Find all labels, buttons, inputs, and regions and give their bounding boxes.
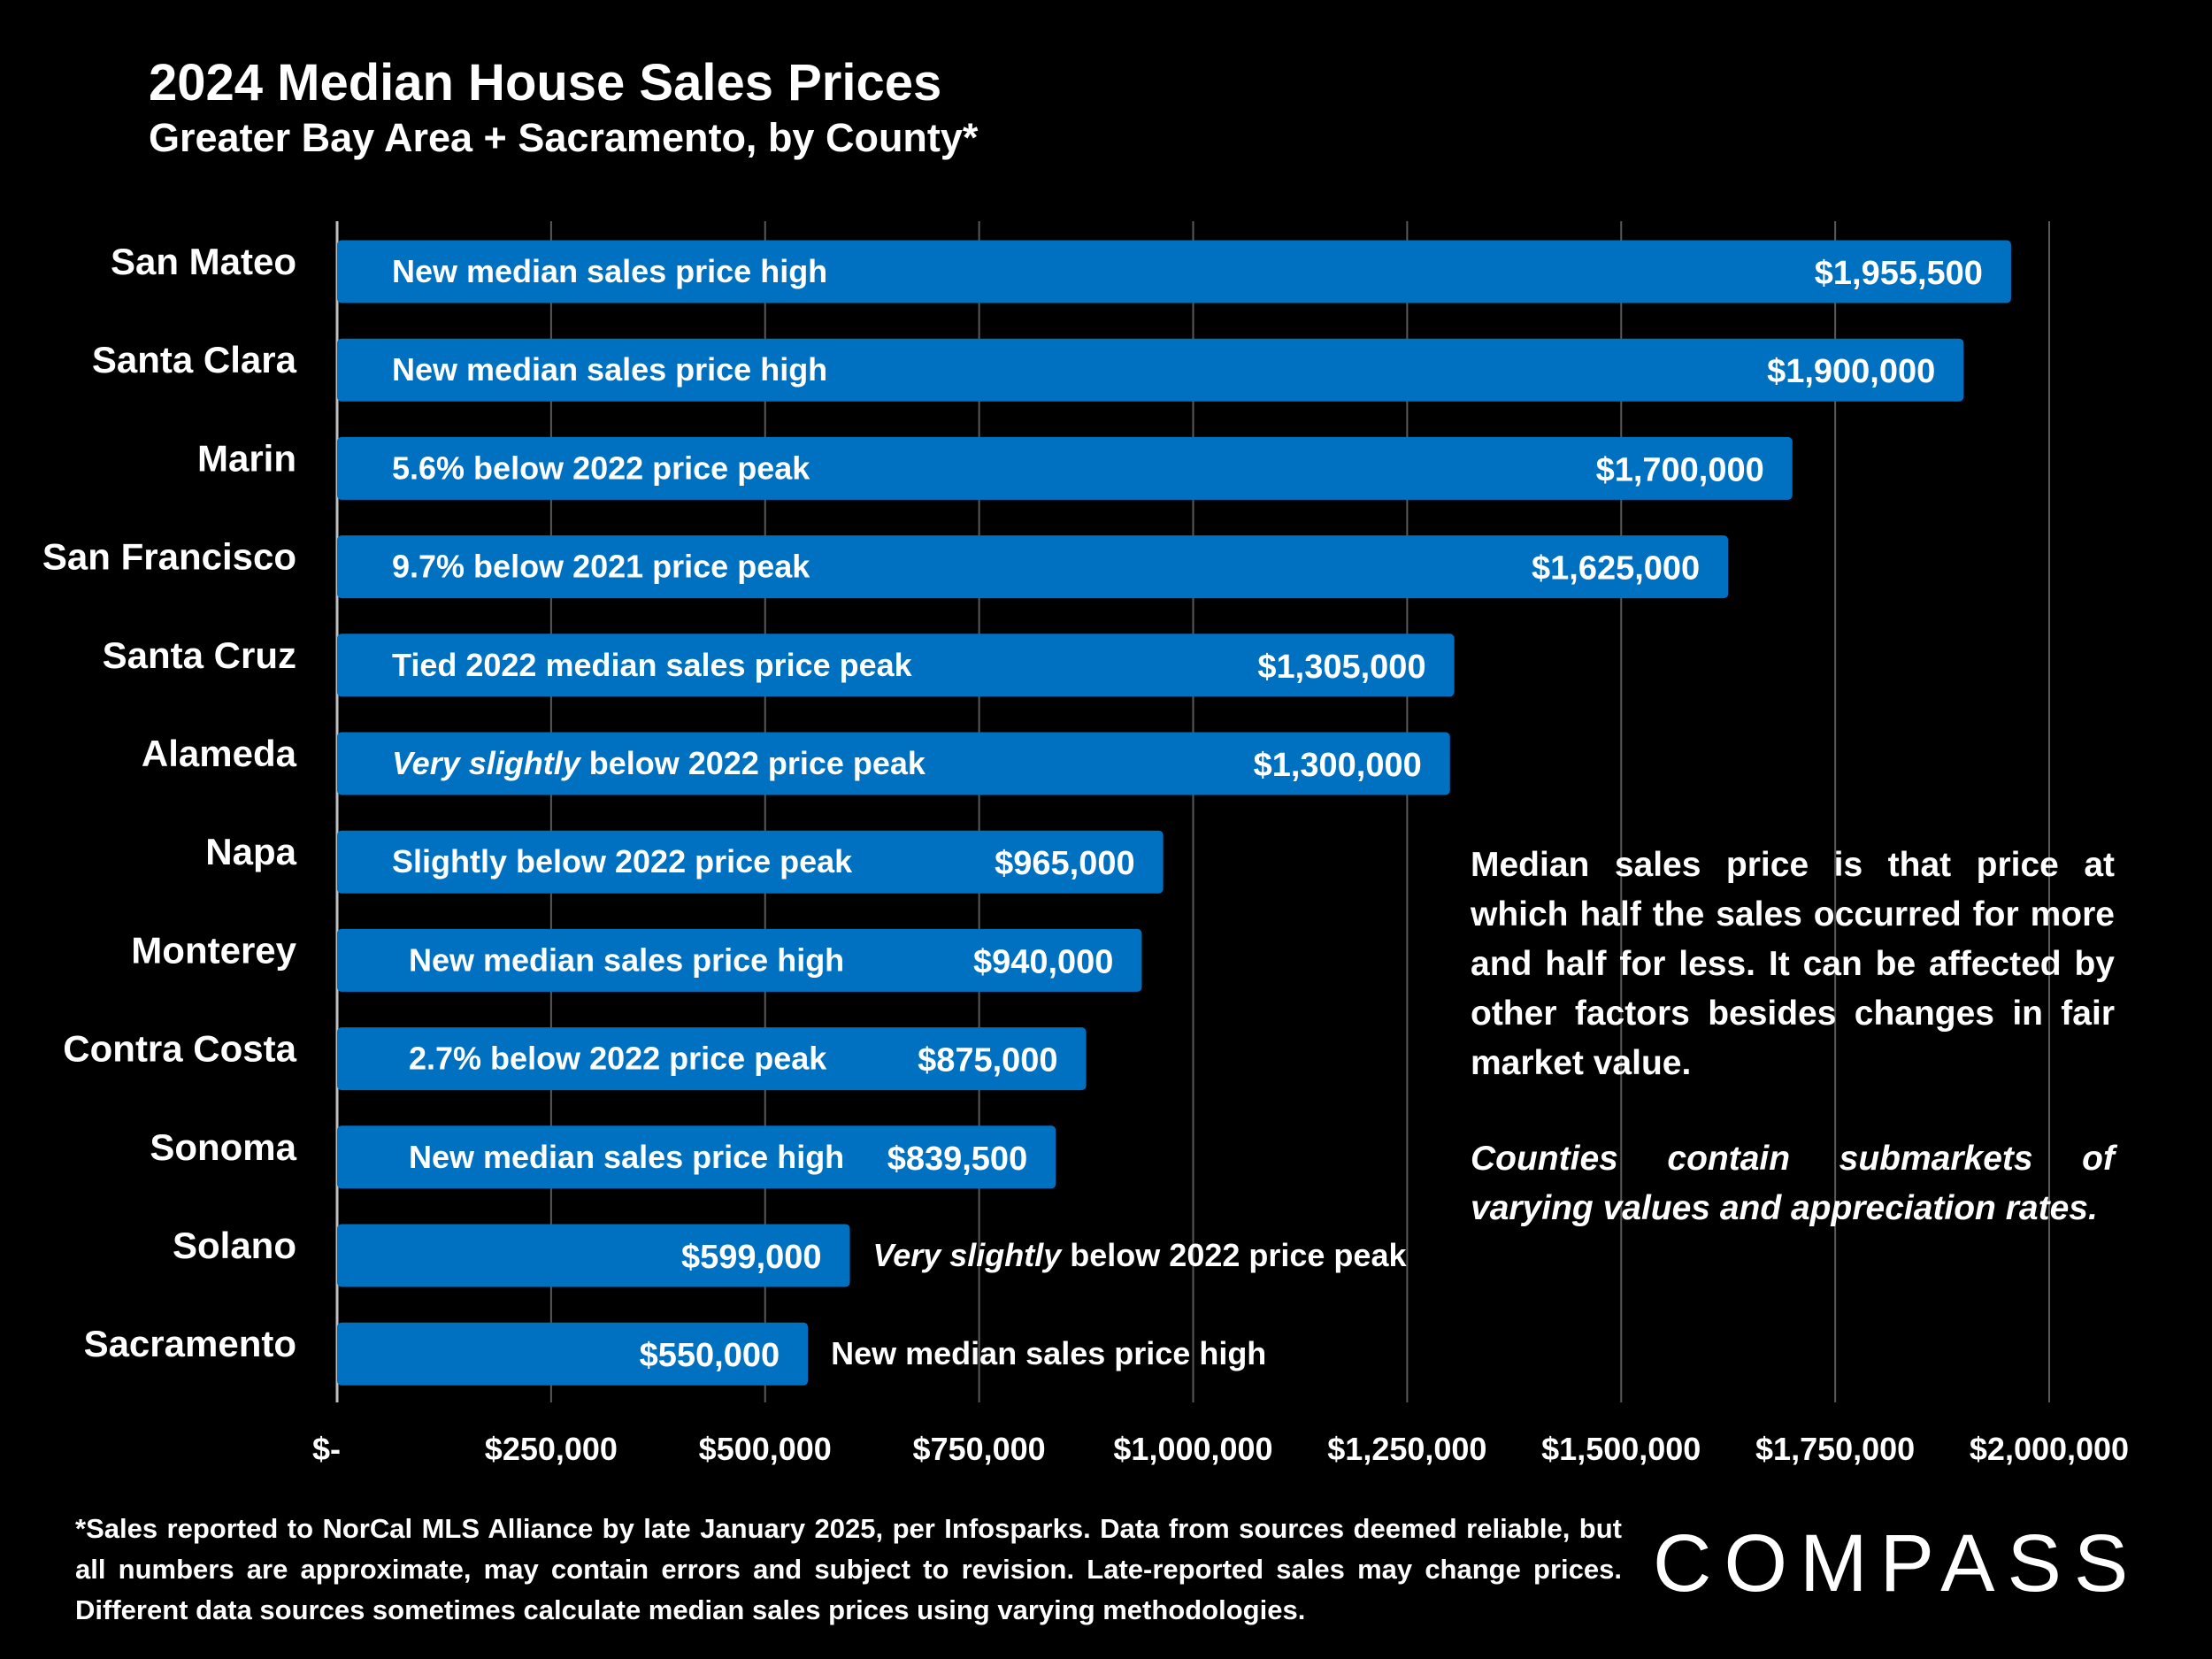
bar <box>337 928 1142 992</box>
annotation-text: New median sales price high <box>392 351 827 388</box>
bar <box>337 634 1455 697</box>
bar <box>337 1125 1056 1189</box>
annotation-text: 2.7% below 2022 price peak <box>409 1041 827 1077</box>
bar <box>337 1027 1087 1091</box>
counties-note-text: Counties contain submarkets of varying v… <box>1471 1140 2115 1227</box>
category-label: Santa Cruz <box>103 634 296 676</box>
median-definition-text: Median sales price is that price at whic… <box>1471 846 2115 1082</box>
tick-label: $250,000 <box>485 1431 618 1467</box>
x-axis-ticks: $- $250,000 $500,000 $750,000 $1,000,000 $1,2… <box>312 1431 2129 1467</box>
annotation-text: below 2022 price peak <box>1061 1237 1407 1273</box>
category-label: Contra Costa <box>63 1028 296 1070</box>
footnote: *Sales reported to NorCal MLS Alliance b… <box>75 1513 1622 1625</box>
annotation-label: 9.7% below 2021 price peak <box>392 549 810 585</box>
category-labels: San Mateo Santa Clara Marin San Francisco Sa… <box>42 241 297 1364</box>
bar <box>337 240 2011 303</box>
annotation-label: New median sales price high <box>392 253 827 289</box>
annotation-text: New median sales price high <box>392 253 827 289</box>
bar <box>337 1224 850 1287</box>
bar-chart: $1,955,500 New median sales price high $1,… <box>42 221 2129 1467</box>
grid-lines <box>335 221 2050 1402</box>
tick-label: $1,500,000 <box>1541 1431 1701 1467</box>
annotation-text: New median sales price high <box>409 1139 844 1175</box>
category-label: Napa <box>205 831 296 872</box>
tick-label: $500,000 <box>699 1431 832 1467</box>
bar <box>337 1322 809 1386</box>
category-label: Sacramento <box>84 1323 296 1364</box>
value-label: $940,000 <box>973 943 1114 980</box>
tick-label: $750,000 <box>913 1431 1046 1467</box>
category-label: Sonoma <box>150 1126 296 1168</box>
tick-label: $- <box>312 1431 341 1467</box>
median-definition-note: Median sales price is that price at whic… <box>1471 841 2115 1233</box>
annotation-text: Tied 2022 median sales price peak <box>392 647 913 683</box>
value-label: $965,000 <box>995 845 1135 882</box>
annotation-label: Very slightly below 2022 price peak <box>392 745 926 781</box>
value-label: $1,700,000 <box>1596 451 1764 488</box>
annotation-label: New median sales price high <box>831 1335 1266 1371</box>
tick-label: $2,000,000 <box>1970 1431 2129 1467</box>
value-label: $1,900,000 <box>1767 353 1935 390</box>
annotation-label: New median sales price high <box>392 351 827 388</box>
tick-label: $1,250,000 <box>1327 1431 1486 1467</box>
value-label: $599,000 <box>681 1239 822 1276</box>
annotation-label: New median sales price high <box>409 941 844 978</box>
category-label: San Mateo <box>111 241 296 282</box>
compass-logo: COMPASS <box>1653 1518 2141 1609</box>
category-label: Marin <box>197 437 296 479</box>
annotation-label: Very slightly below 2022 price peak <box>873 1237 1408 1273</box>
value-label: $550,000 <box>640 1337 780 1374</box>
bar <box>337 338 1964 402</box>
category-label: Alameda <box>142 733 297 774</box>
value-label: $1,300,000 <box>1254 747 1422 784</box>
value-label: $1,305,000 <box>1257 649 1425 686</box>
annotation-emphasis: Very slightly <box>873 1237 1064 1273</box>
annotation-text: Slightly below 2022 price peak <box>392 843 853 879</box>
annotation-text: 5.6% below 2022 price peak <box>392 449 810 486</box>
annotation-text: New median sales price high <box>409 941 844 978</box>
category-label: San Francisco <box>42 536 296 578</box>
value-label: $1,625,000 <box>1532 550 1700 588</box>
bars: $1,955,500 New median sales price high $1,… <box>337 240 2011 1386</box>
value-label: $839,500 <box>887 1141 1028 1178</box>
annotation-text: New median sales price high <box>831 1335 1266 1371</box>
annotation-label: 2.7% below 2022 price peak <box>409 1041 827 1077</box>
bar <box>337 830 1164 894</box>
category-label: Monterey <box>131 929 296 971</box>
category-label: Santa Clara <box>92 339 297 380</box>
annotation-label: Slightly below 2022 price peak <box>392 843 853 879</box>
tick-label: $1,000,000 <box>1113 1431 1272 1467</box>
category-label: Solano <box>173 1225 296 1266</box>
bar <box>337 535 1729 599</box>
annotation-emphasis: Very slightly <box>392 745 582 781</box>
annotation-label: New median sales price high <box>409 1139 844 1175</box>
annotation-text: 9.7% below 2021 price peak <box>392 549 810 585</box>
chart-subtitle: Greater Bay Area + Sacramento, by County… <box>149 115 979 160</box>
annotation-label: Tied 2022 median sales price peak <box>392 647 913 683</box>
bar <box>337 436 1793 500</box>
annotation-label: 5.6% below 2022 price peak <box>392 449 810 486</box>
chart-title: 2024 Median House Sales Prices <box>149 54 942 111</box>
value-label: $1,955,500 <box>1815 255 1983 292</box>
bar <box>337 732 1450 795</box>
value-label: $875,000 <box>918 1042 1058 1079</box>
tick-label: $1,750,000 <box>1755 1431 1915 1467</box>
annotation-text: below 2022 price peak <box>580 745 926 781</box>
